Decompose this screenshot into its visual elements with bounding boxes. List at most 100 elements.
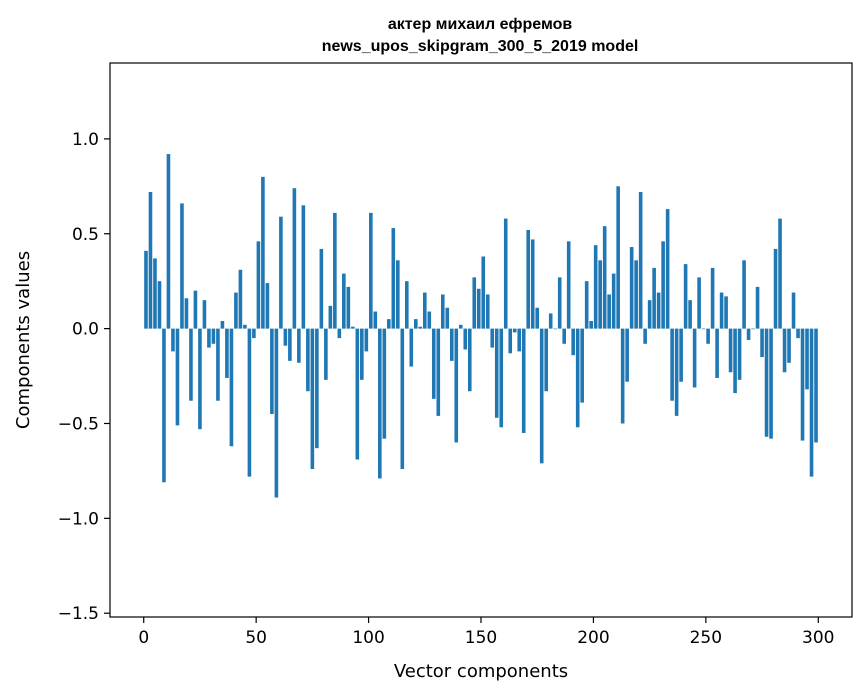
bar [405, 281, 409, 329]
bar [706, 328, 710, 344]
bar [157, 281, 162, 329]
y-tick-label: −1.0 [58, 509, 99, 529]
bar-series [144, 154, 818, 498]
bar [252, 328, 256, 339]
bar [602, 226, 607, 329]
bar [782, 328, 787, 373]
bar [261, 176, 265, 329]
bar [193, 290, 198, 329]
bar [737, 328, 742, 380]
bar [746, 328, 751, 340]
bar [481, 256, 486, 329]
bar [467, 328, 472, 392]
bar [422, 292, 427, 329]
bar [342, 273, 346, 329]
x-tick-label: 50 [245, 628, 267, 648]
bar [575, 328, 580, 428]
bar [512, 328, 517, 333]
bar [225, 328, 229, 378]
bar [503, 218, 508, 329]
bar [620, 328, 625, 424]
bar [436, 328, 441, 416]
y-axis-ticks: −1.5 −1.0 −0.5 0.0 0.5 1.0 [58, 130, 110, 624]
bar [148, 192, 153, 329]
bar [418, 326, 423, 329]
bar [387, 319, 391, 329]
bar [553, 328, 557, 330]
bar [665, 209, 670, 329]
bar [535, 307, 540, 329]
bar [571, 328, 575, 356]
bar [670, 328, 674, 401]
y-tick-label: −0.5 [58, 414, 99, 434]
bar [791, 292, 796, 329]
bar [427, 311, 432, 329]
bar [742, 260, 746, 329]
bar [733, 328, 737, 394]
bar [171, 328, 175, 352]
bar [796, 328, 800, 339]
bar [580, 328, 584, 403]
bar [373, 311, 378, 329]
bar [652, 267, 656, 329]
bar [494, 328, 499, 418]
bar [769, 328, 773, 439]
bar [324, 328, 328, 380]
bar [638, 192, 643, 329]
bar [337, 328, 342, 339]
bar [355, 328, 360, 460]
bar [391, 228, 396, 329]
bar [400, 328, 405, 470]
bar [180, 203, 184, 329]
bar [548, 313, 553, 329]
bar [360, 328, 364, 380]
bar [683, 264, 688, 329]
bar [220, 321, 225, 329]
bar [458, 324, 463, 329]
bar [521, 328, 526, 433]
x-axis-ticks: 0 50 100 150 200 250 300 [138, 617, 834, 648]
bar [800, 328, 805, 441]
bar [715, 328, 719, 378]
bar [539, 328, 544, 464]
bar [396, 260, 400, 329]
bar [634, 260, 638, 329]
bar [701, 328, 706, 330]
bar [566, 241, 571, 329]
bar [656, 292, 661, 329]
bar [692, 328, 697, 388]
bar [414, 319, 418, 329]
bar [508, 328, 513, 354]
bar [710, 267, 715, 329]
bar [144, 250, 148, 329]
bar [517, 328, 522, 352]
bar [724, 296, 728, 329]
bar [153, 258, 157, 329]
y-axis-label: Components values [13, 251, 34, 429]
chart-title-line-1: актер михаил ефремов [388, 16, 573, 33]
bar [333, 212, 337, 329]
plot-frame [109, 62, 853, 618]
bar [530, 239, 535, 329]
bar [809, 328, 814, 477]
bar [625, 328, 629, 382]
bar [364, 328, 369, 352]
bar [207, 328, 211, 348]
bar [198, 328, 202, 430]
bar [607, 294, 611, 329]
bar [679, 328, 683, 382]
bar [463, 328, 468, 350]
y-tick-label: 0.5 [72, 225, 99, 245]
bar [485, 294, 490, 329]
bar [697, 277, 701, 329]
bar [719, 292, 724, 329]
bar [647, 300, 652, 329]
x-tick-label: 300 [802, 628, 834, 648]
chart-title-line-2: news_upos_skipgram_300_5_2019 model [322, 38, 639, 55]
bar [764, 328, 769, 437]
x-axis-label: Vector components [394, 661, 568, 682]
y-tick-label: −1.5 [58, 604, 99, 624]
bar [351, 326, 355, 329]
bar [166, 154, 171, 329]
